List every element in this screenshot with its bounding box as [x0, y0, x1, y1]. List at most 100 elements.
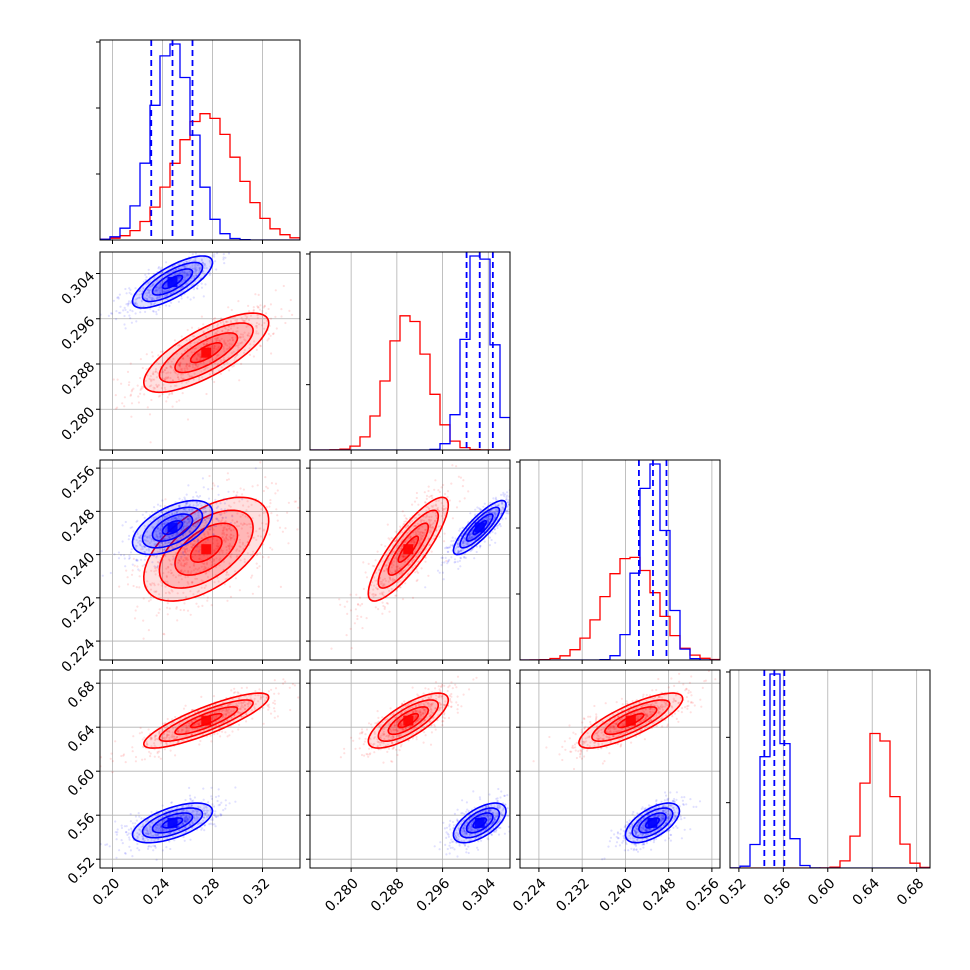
- blue-sample-point: [197, 511, 200, 514]
- red-sample-point: [270, 482, 273, 485]
- red-sample-point: [394, 570, 397, 573]
- red-sample-point: [284, 321, 287, 325]
- red-sample-point: [232, 324, 236, 327]
- red-sample-point: [165, 372, 168, 375]
- red-sample-point: [212, 372, 215, 375]
- blue-sample-point: [188, 530, 191, 533]
- red-sample-point: [225, 571, 228, 574]
- red-sample-point: [242, 488, 245, 491]
- blue-sample-point: [479, 544, 482, 548]
- blue-sample-point: [197, 516, 200, 519]
- blue-sample-point: [184, 819, 187, 822]
- blue-sample-point: [131, 855, 134, 858]
- red-sample-point: [425, 497, 428, 500]
- blue-sample-point: [156, 535, 159, 539]
- blue-sample-point: [196, 287, 199, 290]
- red-sample-point: [398, 579, 401, 582]
- red-sample-point: [238, 723, 241, 726]
- red-sample-point: [208, 373, 211, 376]
- blue-sample-point: [498, 523, 501, 526]
- red-sample-point: [184, 548, 187, 551]
- red-sample-point: [183, 602, 186, 605]
- red-sample-point: [226, 328, 229, 331]
- blue-sample-point: [183, 553, 186, 557]
- red-sample-point: [274, 315, 277, 318]
- blue-sample-point: [216, 485, 220, 488]
- red-sample-point: [297, 506, 300, 509]
- red-sample-point: [154, 370, 157, 373]
- red-sample-point: [133, 617, 137, 620]
- blue-contour-2-0: [131, 499, 214, 556]
- blue-sample-point: [179, 528, 182, 532]
- red-sample-point: [250, 523, 253, 526]
- blue-sample-point: [124, 565, 127, 568]
- red-sample-point: [429, 526, 432, 529]
- red-sample-point: [354, 608, 357, 611]
- red-sample-point: [218, 513, 221, 516]
- red-sample-point: [218, 558, 221, 562]
- red-sample-point: [183, 349, 187, 352]
- blue-sample-point: [159, 295, 162, 299]
- red-sample-point: [212, 349, 215, 352]
- blue-sample-point: [169, 832, 172, 835]
- blue-sample-point: [178, 523, 181, 526]
- red-sample-point: [382, 604, 385, 608]
- blue-sample-point: [177, 276, 180, 279]
- red-sample-point: [225, 712, 228, 716]
- blue-sample-point: [459, 527, 462, 530]
- red-sample-point: [228, 338, 231, 342]
- red-sample-point: [181, 373, 184, 376]
- red-sample-point: [431, 494, 434, 497]
- red-sample-point: [220, 366, 223, 369]
- red-sample-point: [461, 485, 464, 488]
- red-sample-point: [259, 345, 262, 348]
- red-sample-point: [238, 545, 241, 548]
- red-sample-point: [258, 308, 261, 311]
- red-sample-point: [194, 577, 197, 580]
- blue-sample-point: [155, 827, 158, 830]
- red-sample-point: [420, 531, 423, 534]
- red-sample-point: [210, 604, 213, 607]
- red-sample-point: [250, 709, 253, 712]
- red-sample-point: [182, 559, 185, 562]
- blue-sample-point: [166, 809, 169, 812]
- red-sample-point: [313, 280, 315, 282]
- blue-sample-point: [456, 560, 459, 563]
- red-sample-point: [100, 756, 103, 759]
- blue-sample-point: [162, 544, 165, 547]
- red-sample-point: [226, 735, 229, 738]
- red-sample-point: [225, 570, 229, 574]
- red-sample-point: [427, 574, 430, 577]
- blue-sample-point: [158, 533, 161, 536]
- red-sample-point: [213, 345, 216, 348]
- blue-sample-point: [254, 467, 257, 470]
- red-sample-point: [171, 718, 174, 721]
- blue-sample-point: [498, 522, 501, 526]
- red-sample-point: [426, 515, 429, 518]
- red-sample-point: [168, 729, 171, 733]
- red-sample-point: [168, 559, 172, 562]
- blue-sample-point: [178, 272, 182, 275]
- red-sample-point: [223, 538, 226, 542]
- blue-sample-point: [500, 502, 503, 505]
- red-sample-point: [225, 528, 228, 531]
- red-sample-point: [163, 369, 167, 372]
- blue-sample-point: [467, 542, 470, 545]
- red-sample-point: [451, 517, 454, 520]
- red-sample-point: [267, 337, 270, 340]
- red-sample-point: [397, 580, 400, 583]
- blue-sample-point: [145, 827, 149, 830]
- red-sample-point: [111, 771, 114, 774]
- red-sample-point: [244, 712, 247, 716]
- red-sample-point: [160, 735, 163, 739]
- red-sample-point: [248, 522, 251, 526]
- blue-sample-point: [146, 288, 149, 291]
- blue-sample-point: [159, 286, 162, 289]
- red-sample-point: [154, 573, 157, 576]
- red-sample-point: [276, 715, 279, 718]
- red-sample-point: [289, 708, 292, 712]
- blue-sample-point: [440, 563, 443, 567]
- red-sample-point: [213, 558, 216, 562]
- red-sample-point: [155, 614, 158, 617]
- red-sample-point: [188, 374, 191, 377]
